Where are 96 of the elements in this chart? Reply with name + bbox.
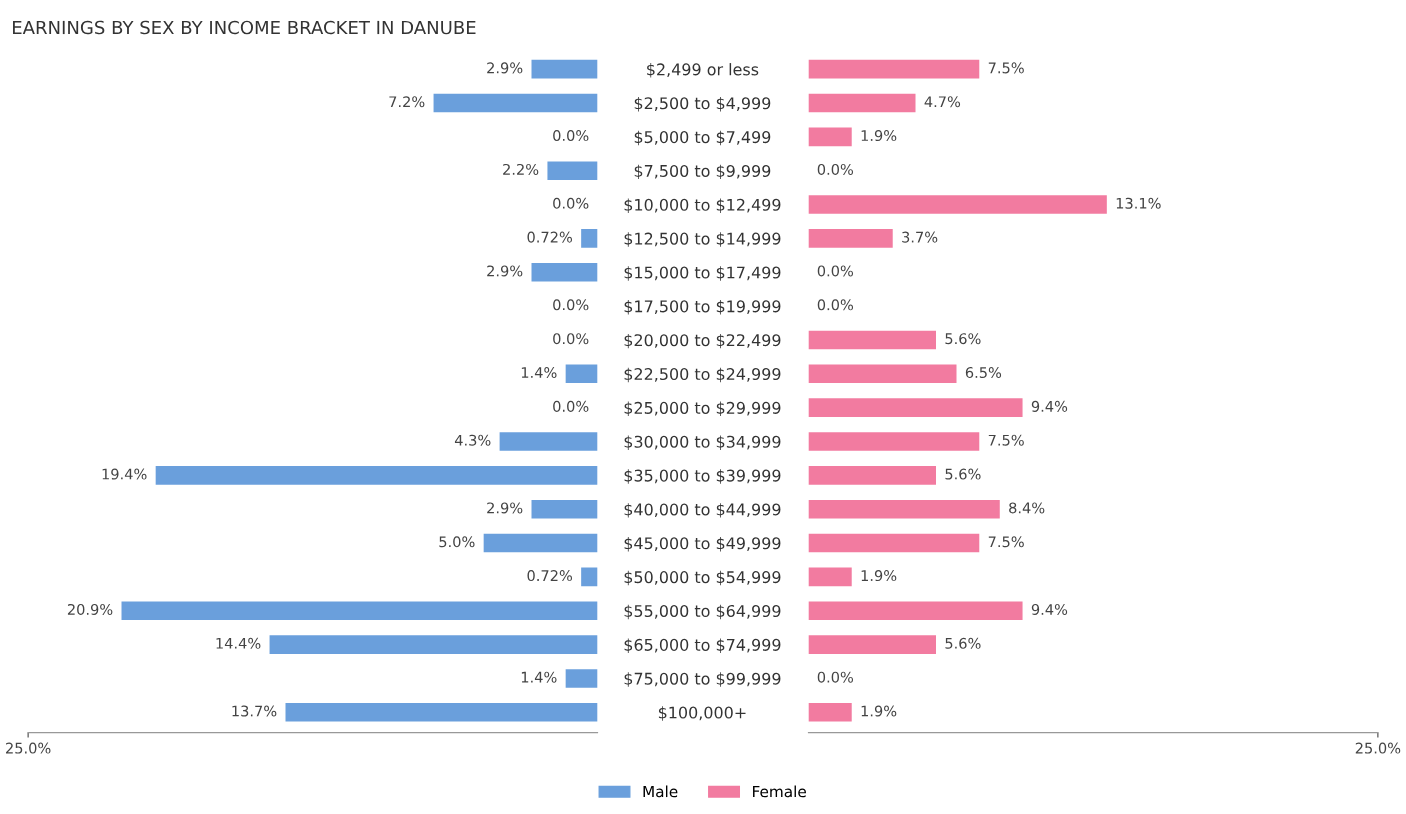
y-tick-label: $15,000 to $17,499: [624, 266, 781, 281]
bar: [269, 635, 598, 654]
y-tick-label: $20,000 to $22,499: [624, 333, 781, 349]
bar: [808, 499, 1000, 519]
bar: [499, 432, 598, 451]
data-label: 1.4%: [521, 367, 557, 379]
bar: [285, 702, 598, 722]
y-tick-label: $45,000 to $49,999: [624, 536, 781, 552]
legend-label: Female: [753, 785, 806, 798]
data-label: 0.0%: [553, 130, 589, 142]
data-label: 4.7%: [924, 96, 961, 108]
data-label: 13.7%: [232, 705, 277, 717]
bar: [808, 59, 980, 79]
bar: [121, 601, 598, 621]
bar: [433, 93, 598, 113]
data-label: 1.9%: [861, 570, 897, 582]
data-label: 0.0%: [817, 265, 854, 277]
data-label: 9.4%: [1031, 400, 1068, 412]
bar: [808, 702, 852, 722]
bar: [808, 229, 893, 248]
bar: [808, 601, 1023, 621]
data-label: 9.4%: [1031, 603, 1068, 615]
data-label: 5.0%: [439, 536, 475, 548]
data-label: 20.9%: [67, 603, 113, 615]
bar: [565, 364, 598, 384]
bar: [581, 229, 598, 248]
data-label: 1.9%: [861, 705, 897, 717]
bar: [531, 59, 598, 79]
bar: [808, 466, 936, 485]
bar: [531, 262, 598, 282]
bar: [581, 567, 598, 587]
data-label: 6.5%: [965, 367, 1002, 379]
y-tick-label: $100,000+: [658, 706, 746, 721]
bar: [808, 533, 980, 553]
y-tick-label: $25,000 to $29,999: [624, 401, 781, 417]
bar: [808, 398, 1023, 417]
data-label: 13.1%: [1116, 197, 1161, 209]
bar: [483, 533, 598, 553]
data-label: 0.0%: [817, 163, 854, 175]
data-label: 2.9%: [487, 502, 523, 514]
bar: [531, 499, 598, 519]
data-label: 7.5%: [988, 62, 1024, 74]
bar: [155, 466, 598, 485]
data-label: 2.9%: [487, 265, 523, 277]
y-tick-label: $35,000 to $39,999: [624, 469, 781, 484]
y-tick-label: $2,500 to $4,999: [634, 96, 771, 112]
data-label: 7.5%: [988, 434, 1024, 446]
y-tick-label: $7,500 to $9,999: [634, 164, 771, 180]
y-tick-label: $10,000 to $12,499: [624, 198, 781, 213]
bar: [808, 330, 936, 350]
y-tick-label: $17,500 to $19,999: [624, 300, 781, 315]
data-label: 2.2%: [503, 163, 539, 175]
bar: [808, 195, 1107, 214]
data-label: 2.9%: [487, 62, 523, 74]
bar: [808, 635, 936, 654]
y-tick-label: $75,000 to $99,999: [624, 672, 781, 687]
y-tick-label: $40,000 to $44,999: [624, 503, 781, 518]
bar: [808, 93, 916, 113]
y-tick-label: $22,500 to $24,999: [624, 367, 781, 383]
data-label: 1.4%: [521, 671, 557, 683]
data-label: 5.6%: [945, 333, 981, 345]
data-label: 0.0%: [553, 400, 589, 412]
bar: [808, 432, 980, 451]
data-label: 7.2%: [389, 96, 425, 108]
data-label: 0.0%: [553, 333, 589, 345]
data-label: 3.7%: [902, 231, 938, 243]
data-label: 7.5%: [988, 536, 1024, 548]
data-label: 0.0%: [553, 299, 589, 311]
data-label: 0.72%: [527, 231, 573, 243]
data-label: 5.6%: [945, 637, 981, 649]
bar: [808, 127, 852, 147]
data-label: 1.9%: [861, 130, 897, 142]
y-tick-label: $2,499 or less: [647, 63, 759, 78]
y-tick-label: $30,000 to $34,999: [624, 435, 781, 450]
data-label: 8.4%: [1009, 502, 1045, 514]
data-label: 0.72%: [527, 570, 573, 582]
y-tick-label: $55,000 to $64,999: [624, 604, 781, 620]
legend-label: Male: [643, 785, 678, 798]
data-label: 0.0%: [817, 671, 854, 683]
x-tick-label: 25.0%: [6, 742, 51, 754]
data-label: 4.3%: [454, 434, 491, 446]
y-tick-label: $5,000 to $7,499: [634, 130, 771, 146]
bar: [547, 161, 598, 181]
bar: [808, 364, 957, 384]
bar: [565, 669, 598, 688]
y-tick-label: $50,000 to $54,999: [624, 570, 781, 586]
chart-title: EARNINGS BY SEX BY INCOME BRACKET IN DANUBE: [13, 20, 476, 35]
data-label: 0.0%: [553, 197, 589, 209]
data-label: 0.0%: [817, 299, 854, 311]
data-label: 14.4%: [216, 637, 261, 649]
data-label: 19.4%: [102, 468, 147, 480]
bar: [808, 567, 852, 587]
y-tick-label: $12,500 to $14,999: [624, 232, 781, 247]
y-tick-label: $65,000 to $74,999: [624, 638, 781, 654]
x-tick-label: 25.0%: [1355, 742, 1401, 754]
data-label: 5.6%: [945, 468, 981, 480]
